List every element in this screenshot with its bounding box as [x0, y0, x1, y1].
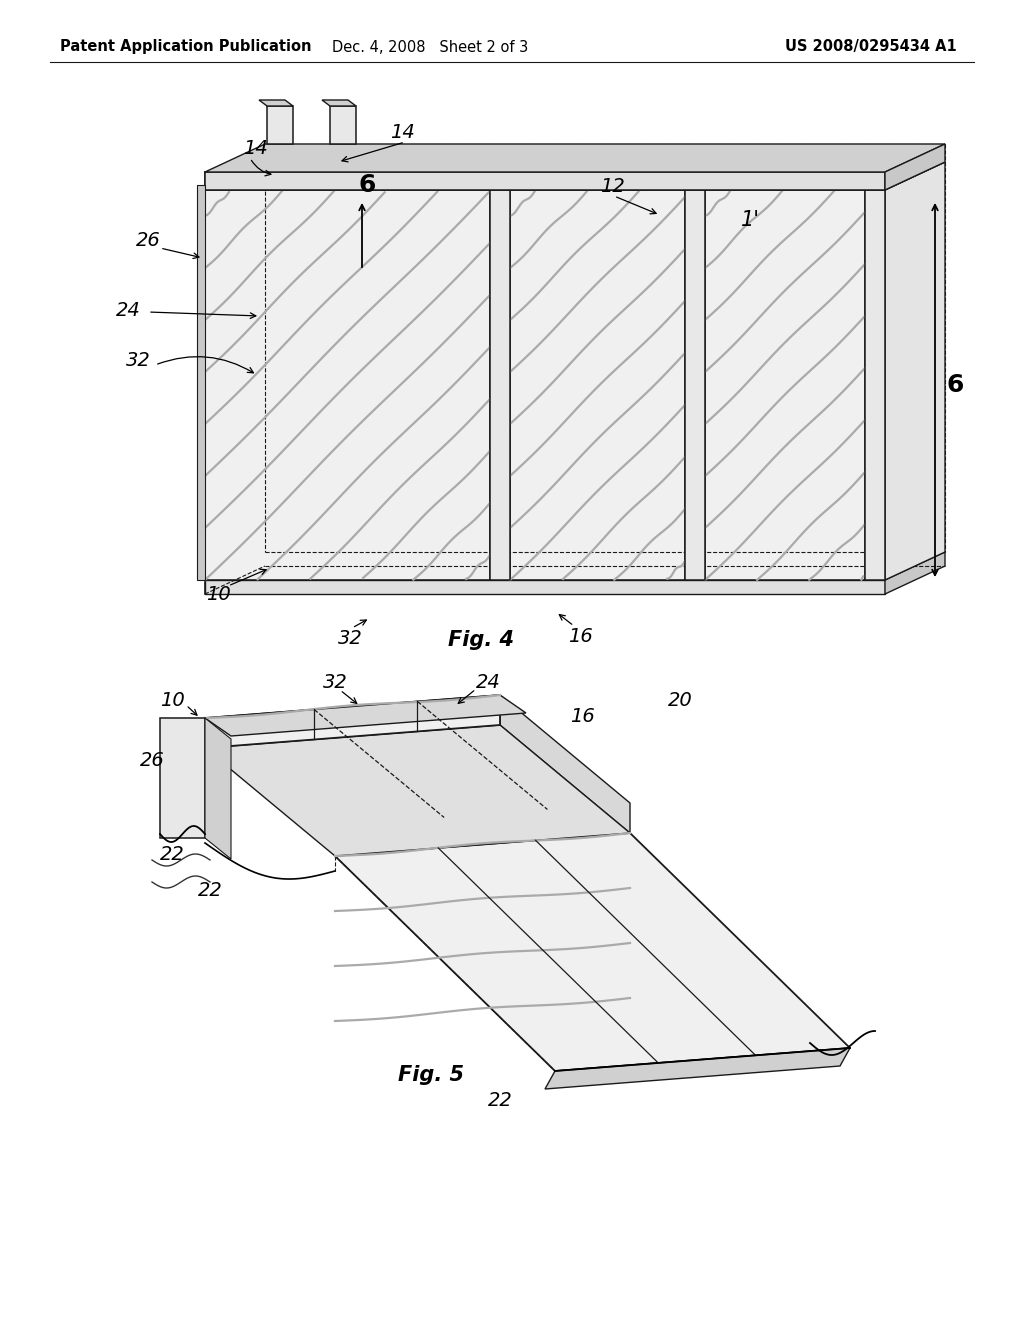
Polygon shape — [705, 190, 865, 579]
Polygon shape — [510, 190, 685, 579]
Text: 24: 24 — [475, 672, 501, 692]
Text: Patent Application Publication: Patent Application Publication — [60, 40, 311, 54]
Polygon shape — [885, 162, 945, 579]
Polygon shape — [322, 100, 356, 106]
Text: 32: 32 — [323, 672, 347, 692]
Polygon shape — [205, 696, 526, 737]
Text: 12: 12 — [600, 177, 625, 195]
Text: 6: 6 — [947, 374, 965, 397]
Polygon shape — [685, 162, 765, 190]
Text: Fig. 5: Fig. 5 — [398, 1065, 464, 1085]
Polygon shape — [335, 833, 850, 1071]
Text: 14: 14 — [389, 124, 415, 143]
Polygon shape — [205, 579, 885, 594]
Polygon shape — [205, 162, 265, 579]
Polygon shape — [205, 725, 630, 855]
Text: 32: 32 — [338, 628, 362, 648]
Text: 16: 16 — [567, 627, 592, 645]
Text: Fig. 4: Fig. 4 — [449, 630, 514, 649]
Polygon shape — [500, 696, 630, 833]
Polygon shape — [545, 1048, 850, 1089]
Text: 22: 22 — [160, 846, 184, 865]
Polygon shape — [865, 162, 945, 190]
Polygon shape — [205, 190, 490, 579]
Text: 6: 6 — [358, 173, 376, 197]
Polygon shape — [490, 190, 510, 579]
Polygon shape — [205, 162, 550, 190]
Text: 32: 32 — [126, 351, 151, 370]
Polygon shape — [330, 106, 356, 144]
Text: 22: 22 — [198, 880, 222, 899]
Polygon shape — [205, 696, 500, 748]
Text: 14: 14 — [243, 139, 267, 157]
Text: 16: 16 — [569, 706, 594, 726]
Text: 26: 26 — [139, 751, 165, 770]
Text: US 2008/0295434 A1: US 2008/0295434 A1 — [785, 40, 956, 54]
Polygon shape — [685, 190, 705, 579]
Text: 26: 26 — [135, 231, 161, 249]
Text: 10: 10 — [160, 690, 184, 710]
Text: 22: 22 — [487, 1090, 512, 1110]
Polygon shape — [865, 190, 885, 579]
Polygon shape — [259, 100, 293, 106]
Text: Dec. 4, 2008   Sheet 2 of 3: Dec. 4, 2008 Sheet 2 of 3 — [332, 40, 528, 54]
Text: 24: 24 — [116, 301, 140, 319]
Text: 20: 20 — [668, 690, 692, 710]
Polygon shape — [205, 172, 885, 190]
Polygon shape — [510, 162, 745, 190]
Polygon shape — [205, 718, 231, 859]
Polygon shape — [885, 144, 945, 190]
Polygon shape — [160, 718, 205, 838]
Polygon shape — [885, 552, 945, 594]
Polygon shape — [197, 185, 205, 579]
Polygon shape — [267, 106, 293, 144]
Polygon shape — [205, 144, 945, 172]
Polygon shape — [490, 162, 570, 190]
Polygon shape — [705, 162, 925, 190]
Text: 1': 1' — [740, 210, 760, 230]
Text: 10: 10 — [206, 586, 230, 605]
